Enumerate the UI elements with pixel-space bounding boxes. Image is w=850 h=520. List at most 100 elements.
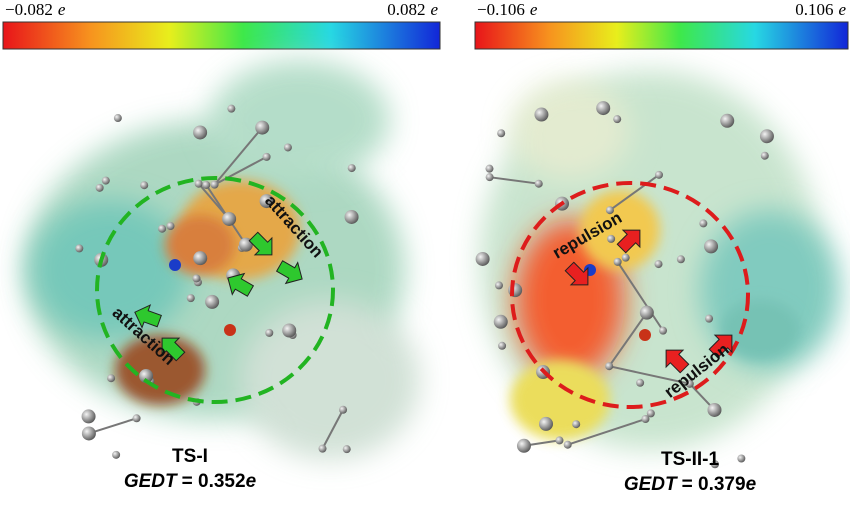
atom bbox=[344, 209, 359, 224]
atom bbox=[646, 409, 655, 418]
atom bbox=[654, 260, 663, 269]
atom bbox=[101, 176, 110, 185]
bond bbox=[214, 155, 268, 186]
potential-surface bbox=[25, 60, 420, 460]
atom bbox=[205, 294, 220, 309]
atom bbox=[339, 405, 348, 414]
atom bbox=[613, 115, 622, 124]
atom bbox=[210, 180, 219, 189]
scale-max: 0.082 bbox=[387, 0, 425, 19]
arrow bbox=[275, 260, 303, 285]
atom bbox=[720, 113, 735, 128]
atom bbox=[534, 107, 549, 122]
scale-unit: e bbox=[430, 0, 438, 19]
atom bbox=[539, 416, 554, 431]
atom bbox=[95, 183, 104, 192]
atom bbox=[605, 362, 614, 371]
color-scale bbox=[2, 21, 441, 50]
atom bbox=[113, 114, 122, 123]
atom bbox=[621, 253, 630, 262]
atom bbox=[516, 438, 531, 453]
panel: −0.082 e 0.082 eattractionattractionTS-IGED… bbox=[2, 0, 441, 492]
scale-unit: e bbox=[58, 0, 66, 19]
atom bbox=[318, 444, 327, 453]
scale-min: −0.082 bbox=[5, 0, 53, 19]
atom bbox=[75, 244, 84, 253]
atom bbox=[641, 415, 650, 424]
highlight-circle bbox=[510, 181, 750, 409]
atom bbox=[498, 341, 507, 350]
atom bbox=[132, 414, 141, 423]
arrow bbox=[227, 272, 255, 297]
scale-unit: e bbox=[530, 0, 538, 19]
atom bbox=[107, 374, 116, 383]
surface-region bbox=[580, 190, 660, 270]
atom bbox=[759, 129, 774, 144]
structure-title: TS-II-1 bbox=[661, 449, 719, 470]
scale-unit: e bbox=[838, 0, 846, 19]
bond bbox=[616, 261, 664, 332]
atom bbox=[222, 211, 237, 226]
atom bbox=[605, 206, 614, 215]
atom bbox=[705, 314, 714, 323]
atom bbox=[596, 101, 611, 116]
atom bbox=[283, 143, 292, 152]
atom bbox=[710, 460, 719, 469]
atom bbox=[194, 179, 203, 188]
atom bbox=[224, 324, 236, 336]
gedt-unit: e bbox=[746, 474, 757, 495]
scale-max-label: 0.082 e bbox=[387, 0, 438, 19]
atom bbox=[202, 180, 211, 189]
atom bbox=[636, 378, 645, 387]
gedt-unit: e bbox=[246, 471, 257, 492]
atom bbox=[342, 445, 351, 454]
atom bbox=[475, 251, 490, 266]
structure-title: TS-I bbox=[172, 446, 208, 467]
atom bbox=[81, 426, 96, 441]
scale-max-label: 0.106 e bbox=[795, 0, 846, 19]
bond bbox=[321, 409, 344, 450]
surface-region bbox=[510, 360, 610, 440]
atom bbox=[497, 129, 506, 138]
bond bbox=[608, 365, 690, 385]
surface-region bbox=[720, 300, 800, 360]
panel: −0.106 e 0.106 erepulsionrepulsionTS-II-1GE… bbox=[474, 0, 849, 495]
gedt-label: GEDT = 0.379e bbox=[624, 474, 757, 495]
atom bbox=[534, 179, 543, 188]
atom bbox=[227, 104, 236, 113]
atom bbox=[485, 164, 494, 173]
gedt-value: = 0.352 bbox=[182, 471, 246, 492]
atom bbox=[493, 314, 508, 329]
atom bbox=[485, 173, 494, 182]
bond bbox=[88, 417, 137, 435]
atom bbox=[639, 305, 654, 320]
atom bbox=[193, 125, 208, 140]
scale-max: 0.106 bbox=[795, 0, 833, 19]
arrow bbox=[134, 304, 162, 329]
atom bbox=[81, 409, 96, 424]
gedt-name: GEDT bbox=[624, 474, 678, 495]
atom bbox=[186, 294, 195, 303]
atom bbox=[685, 379, 694, 388]
arrow bbox=[616, 229, 641, 254]
atom bbox=[347, 164, 356, 173]
atom bbox=[262, 152, 271, 161]
atom bbox=[563, 440, 572, 449]
gedt-label: GEDT = 0.352e bbox=[124, 471, 257, 492]
arrow bbox=[665, 349, 690, 374]
scale-min: −0.106 bbox=[477, 0, 525, 19]
arrow bbox=[248, 231, 273, 256]
atom bbox=[654, 170, 663, 179]
atom bbox=[259, 194, 274, 209]
atom bbox=[166, 222, 175, 231]
atom bbox=[169, 259, 181, 271]
atom bbox=[494, 281, 503, 290]
atom bbox=[112, 450, 121, 459]
surface-region bbox=[240, 300, 420, 460]
potential-surface bbox=[480, 70, 840, 450]
atom bbox=[139, 368, 154, 383]
atom bbox=[158, 224, 167, 233]
atom bbox=[639, 329, 651, 341]
atom bbox=[699, 219, 708, 228]
